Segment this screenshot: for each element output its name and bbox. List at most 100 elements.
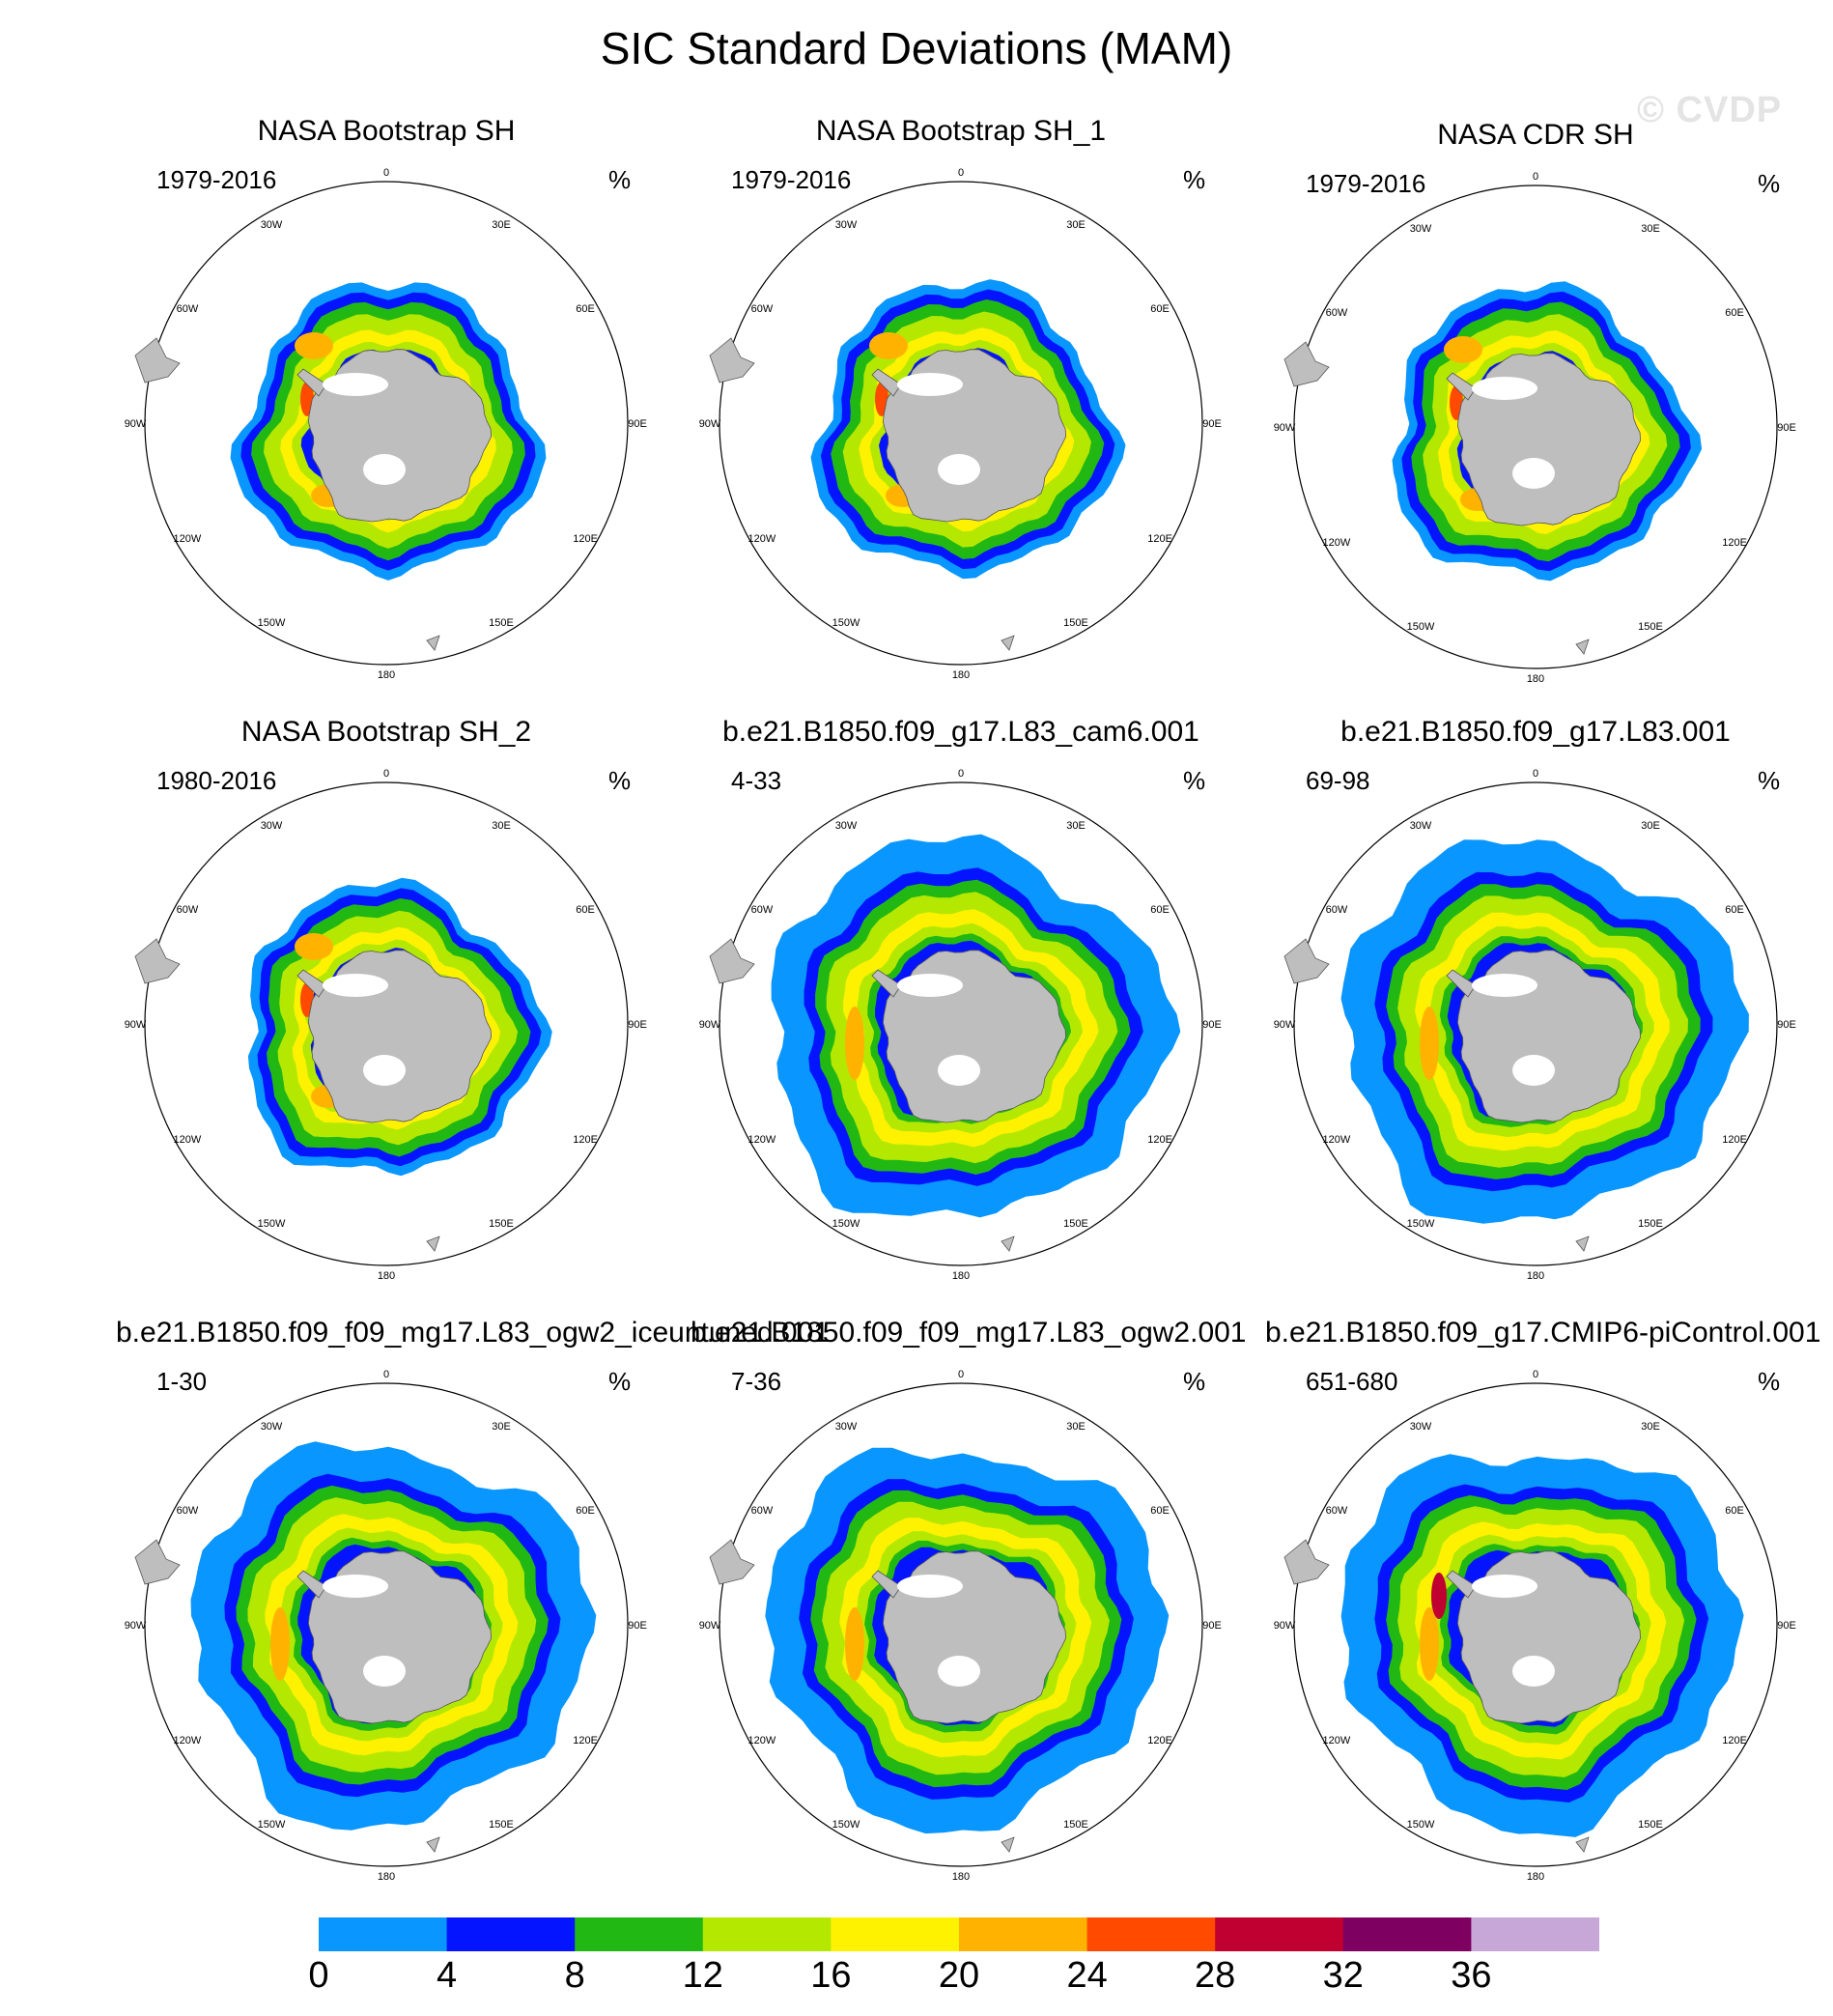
colorbar-segment — [959, 1917, 1088, 1951]
longitude-label: 30E — [492, 820, 511, 832]
colorbar-tick-label: 4 — [437, 1955, 458, 1996]
figure-title: SIC Standard Deviations (MAM) — [600, 23, 1233, 73]
longitude-label: 0 — [1533, 768, 1538, 780]
new-zealand-landmass — [1001, 635, 1015, 651]
colorbar-segment — [446, 1917, 576, 1951]
colorbar-segment — [1342, 1917, 1472, 1951]
longitude-label: 0 — [958, 768, 964, 780]
new-zealand-landmass — [426, 1235, 440, 1252]
longitude-label: 180 — [1527, 1270, 1544, 1282]
longitude-label: 120E — [1722, 1735, 1747, 1746]
panel-years: 1-30 — [156, 1367, 208, 1396]
longitude-label: 150E — [489, 617, 514, 629]
longitude-label: 90W — [125, 418, 147, 430]
longitude-label: 120W — [174, 1735, 202, 1746]
longitude-label: 90E — [628, 418, 647, 430]
longitude-label: 90E — [1202, 1620, 1222, 1632]
longitude-label: 120W — [174, 1134, 202, 1146]
ice-shelf — [323, 974, 388, 997]
longitude-label: 120W — [1323, 1134, 1351, 1146]
longitude-label: 60W — [751, 1505, 774, 1517]
longitude-label: 120E — [1147, 1134, 1172, 1146]
longitude-label: 150W — [258, 1819, 286, 1831]
ice-shelf — [1512, 1055, 1555, 1086]
longitude-label: 60E — [1150, 904, 1170, 916]
polar-stereographic-map: 0 30E 60E 90E 120E 150E 180 150W 120W 90W 60W 30W — [1274, 1369, 1796, 1883]
longitude-label: 150E — [489, 1819, 514, 1831]
longitude-label: 60W — [1326, 307, 1348, 319]
colorbar-segment — [575, 1917, 704, 1951]
antarctic-peninsula — [1446, 372, 1477, 401]
south-america-landmass — [1283, 1539, 1330, 1585]
longitude-label: 150E — [1638, 621, 1663, 633]
colorbar-tick-label: 32 — [1322, 1955, 1364, 1996]
south-america-landmass — [709, 337, 755, 383]
longitude-label: 60W — [751, 303, 774, 315]
longitude-label: 0 — [383, 167, 389, 179]
panel-title: b.e21.B1850.f09_f09_mg17.L83_ogw2.001 — [691, 1317, 1247, 1349]
longitude-label: 90W — [125, 1019, 147, 1031]
longitude-label: 150W — [258, 1218, 286, 1230]
antarctic-peninsula — [296, 368, 327, 397]
colorbar-tick-label: 24 — [1066, 1955, 1108, 1996]
watermark: © CVDP — [1637, 90, 1783, 130]
polar-stereographic-map: 0 30E 60E 90E 120E 150E 180 150W 120W 90W 60W 30W — [699, 167, 1222, 681]
longitude-label: 60W — [177, 1505, 199, 1517]
polar-stereographic-map: 0 30E 60E 90E 120E 150E 180 150W 120W 90W 60W 30W — [125, 1369, 647, 1883]
longitude-label: 180 — [378, 669, 395, 681]
panel-years: 7-36 — [731, 1367, 782, 1396]
longitude-label: 150E — [1638, 1218, 1663, 1230]
longitude-label: 30W — [261, 1421, 283, 1433]
longitude-label: 150E — [489, 1218, 514, 1230]
longitude-label: 30W — [835, 1421, 858, 1433]
colorbar-tick-label: 36 — [1451, 1955, 1492, 1996]
longitude-label: 180 — [1527, 1871, 1544, 1883]
colorbar-segment — [1215, 1917, 1344, 1951]
panel-2: NASA Bootstrap SH_1 1979-2016 % 0 30E 60E 9… — [691, 114, 1231, 713]
panel-8: b.e21.B1850.f09_f09_mg17.L83_ogw2.001 7-… — [691, 1316, 1247, 1915]
longitude-label: 150W — [1407, 621, 1435, 633]
antarctic-peninsula — [296, 969, 327, 998]
longitude-label: 150W — [832, 1819, 860, 1831]
ice-shelf — [938, 1656, 980, 1687]
colorbar-tick-label: 8 — [564, 1955, 585, 1996]
panel-title: b.e21.B1850.f09_g17.CMIP6-piControl.001 — [1265, 1317, 1821, 1349]
new-zealand-landmass — [1575, 639, 1590, 655]
longitude-label: 60W — [1326, 1505, 1348, 1517]
longitude-label: 30E — [1641, 1421, 1660, 1433]
longitude-label: 60W — [751, 904, 774, 916]
longitude-label: 60E — [1725, 1505, 1744, 1517]
new-zealand-landmass — [1575, 1836, 1590, 1853]
longitude-label: 150W — [832, 1218, 860, 1230]
ice-shelf — [897, 974, 963, 997]
ice-shelf — [363, 1055, 406, 1086]
longitude-label: 0 — [383, 1369, 389, 1380]
panel-7: b.e21.B1850.f09_f09_mg17.L83_ogw2_iceunt… — [116, 1316, 830, 1915]
new-zealand-landmass — [1001, 1836, 1015, 1853]
ice-shelf — [897, 373, 963, 396]
longitude-label: 30W — [835, 820, 858, 832]
polar-stereographic-map: 0 30E 60E 90E 120E 150E 180 150W 120W 90W 60W 30W — [125, 768, 647, 1282]
longitude-label: 150E — [1063, 1819, 1088, 1831]
longitude-label: 30W — [835, 219, 858, 231]
panel-units: % — [1758, 766, 1781, 795]
colorbar-segment — [831, 1917, 960, 1951]
colorbar-tick-label: 28 — [1195, 1955, 1236, 1996]
longitude-label: 180 — [1527, 673, 1544, 685]
colorbar-segment — [319, 1917, 448, 1951]
panel-years: 1979-2016 — [1306, 169, 1426, 198]
longitude-label: 0 — [1533, 1369, 1538, 1380]
longitude-label: 180 — [952, 1871, 970, 1883]
antarctic-peninsula — [1446, 1570, 1477, 1599]
longitude-label: 60W — [1326, 904, 1348, 916]
longitude-label: 30W — [1410, 223, 1432, 235]
panel-units: % — [1183, 1367, 1206, 1396]
panel-years: 1980-2016 — [156, 766, 277, 795]
new-zealand-landmass — [1575, 1235, 1590, 1252]
longitude-label: 90W — [1274, 422, 1296, 434]
panel-units: % — [1183, 165, 1206, 194]
antarctic-peninsula — [871, 1570, 902, 1599]
new-zealand-landmass — [1001, 1235, 1015, 1252]
longitude-label: 60W — [177, 303, 199, 315]
ice-shelf — [1472, 377, 1537, 400]
